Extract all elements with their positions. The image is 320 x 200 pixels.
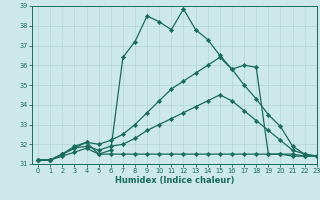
X-axis label: Humidex (Indice chaleur): Humidex (Indice chaleur) [115, 176, 234, 185]
